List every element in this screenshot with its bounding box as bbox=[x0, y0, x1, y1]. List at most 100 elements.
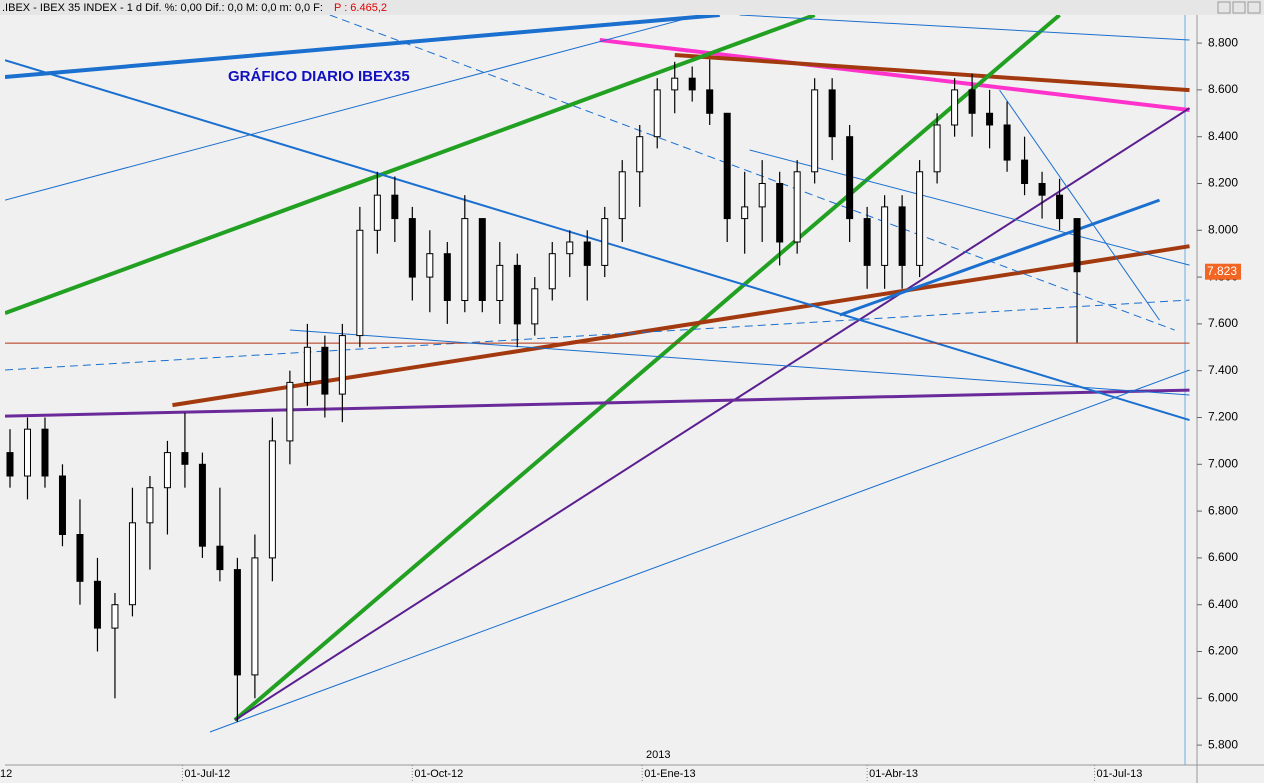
trendline bbox=[999, 89, 1160, 321]
y-tick-label: 6.800 bbox=[1208, 503, 1238, 517]
y-tick-label: 7.200 bbox=[1208, 410, 1238, 424]
candle-body bbox=[618, 171, 626, 220]
candle-body bbox=[496, 264, 504, 301]
trendline bbox=[5, 299, 1190, 371]
candle-body bbox=[741, 206, 749, 220]
candle-body bbox=[1056, 194, 1064, 220]
candle-body bbox=[93, 580, 101, 629]
candle-body bbox=[776, 182, 784, 243]
candle-body bbox=[636, 136, 644, 173]
candle-body bbox=[251, 557, 259, 676]
candle-body bbox=[216, 545, 224, 571]
candle-body bbox=[531, 288, 539, 325]
candle-body bbox=[811, 89, 819, 173]
candle-body bbox=[653, 89, 661, 138]
candle-body bbox=[356, 229, 364, 337]
x-tick-label: 01-Jul-13 bbox=[1097, 768, 1143, 780]
x-tick-label: 01-Ene-13 bbox=[644, 768, 695, 780]
last-value-label: 7.823 bbox=[1207, 264, 1237, 278]
trendline bbox=[749, 149, 1190, 266]
candle-body bbox=[6, 452, 14, 477]
candle-body bbox=[706, 89, 714, 114]
candle-body bbox=[986, 112, 994, 126]
candle-body bbox=[583, 241, 591, 266]
y-tick-label: 8.000 bbox=[1208, 222, 1238, 236]
year-label: 2013 bbox=[646, 749, 670, 761]
candle-body bbox=[461, 218, 469, 301]
header-bar bbox=[0, 0, 1264, 15]
candle-body bbox=[1073, 218, 1081, 273]
candle-body bbox=[321, 346, 329, 395]
close-button[interactable] bbox=[1247, 1, 1261, 14]
candle-body bbox=[286, 381, 294, 442]
candle-body bbox=[181, 452, 189, 465]
candle-body bbox=[916, 171, 924, 266]
trendline bbox=[329, 15, 1175, 331]
candle-body bbox=[828, 89, 836, 138]
candle-body bbox=[793, 171, 801, 243]
trendlines bbox=[5, 15, 1191, 733]
candle-body bbox=[478, 218, 486, 301]
candle-body bbox=[233, 569, 241, 676]
trendline bbox=[5, 15, 816, 316]
y-tick-label: 7.600 bbox=[1208, 316, 1238, 330]
y-tick-label: 8.600 bbox=[1208, 82, 1238, 96]
candle-body bbox=[898, 206, 906, 266]
candle-body bbox=[758, 182, 766, 208]
x-tick-label: 01-Abr-13 bbox=[869, 768, 918, 780]
candle-body bbox=[303, 346, 311, 383]
candle-body bbox=[548, 253, 556, 290]
candles bbox=[6, 59, 1081, 722]
window-buttons bbox=[1217, 1, 1261, 14]
trendline bbox=[5, 388, 1190, 418]
candle-body bbox=[146, 487, 154, 524]
chart-title: GRÁFICO DIARIO IBEX35 bbox=[228, 68, 410, 85]
y-tick-label: 6.000 bbox=[1208, 690, 1238, 704]
candle-body bbox=[41, 428, 49, 477]
candle-body bbox=[128, 522, 136, 606]
candle-body bbox=[933, 124, 941, 173]
trendline bbox=[234, 107, 1191, 721]
trendline bbox=[5, 15, 700, 201]
minimize-button[interactable] bbox=[1217, 1, 1231, 14]
trendline bbox=[5, 15, 720, 80]
candle-body bbox=[951, 89, 959, 126]
candle-body bbox=[846, 136, 854, 220]
maximize-button[interactable] bbox=[1232, 1, 1246, 14]
trendline bbox=[599, 38, 1190, 112]
candle-body bbox=[111, 604, 119, 629]
candle-body bbox=[671, 77, 679, 91]
y-tick-label: 6.600 bbox=[1208, 550, 1238, 564]
trendline bbox=[289, 329, 1190, 396]
x-tick-label: 01-Oct-12 bbox=[414, 768, 463, 780]
candle-body bbox=[443, 253, 451, 301]
x-tick-label: 12 bbox=[0, 768, 12, 780]
candle-body bbox=[566, 241, 574, 255]
y-tick-label: 7.000 bbox=[1208, 456, 1238, 470]
candle-body bbox=[426, 253, 434, 278]
trendline bbox=[209, 369, 1190, 733]
candle-body bbox=[408, 218, 416, 278]
candle-body bbox=[1003, 124, 1011, 161]
trendline bbox=[839, 198, 1161, 317]
trendline bbox=[5, 59, 1190, 422]
candle-body bbox=[688, 77, 696, 91]
candle-body bbox=[723, 112, 731, 220]
x-tick-label: 01-Jul-12 bbox=[184, 768, 230, 780]
candle-body bbox=[1038, 182, 1046, 196]
candle-body bbox=[268, 440, 276, 559]
axes: 5.800 6.000 6.200 6.400 6.600 6.800 7.000 7.200… bbox=[0, 35, 1241, 783]
candle-body bbox=[163, 452, 171, 489]
y-tick-label: 7.400 bbox=[1208, 363, 1238, 377]
candle-body bbox=[198, 463, 206, 547]
candle-body bbox=[513, 264, 521, 325]
candle-body bbox=[58, 475, 66, 536]
candle-body bbox=[391, 194, 399, 220]
candle-body bbox=[338, 335, 346, 395]
candle-body bbox=[863, 218, 871, 266]
candle-body bbox=[968, 89, 976, 114]
header-price: P : 6.465,2 bbox=[334, 2, 387, 14]
